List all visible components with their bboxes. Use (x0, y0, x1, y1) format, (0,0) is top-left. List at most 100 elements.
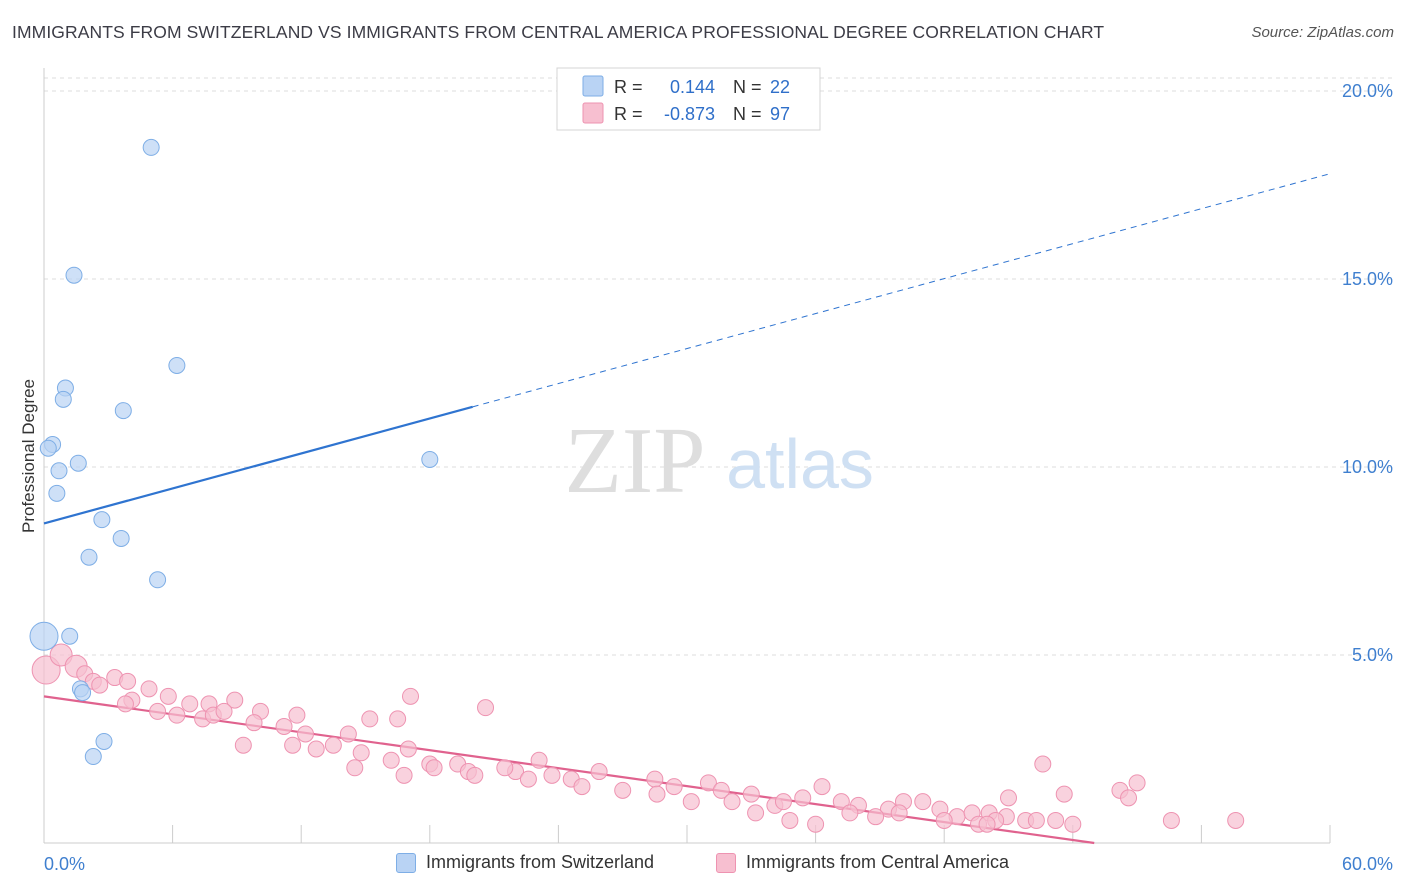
point-central-america-19 (215, 702, 233, 720)
point-central-america-48 (543, 766, 561, 784)
point-central-america-60 (774, 793, 792, 811)
point-switzerland-21 (84, 748, 102, 766)
y-tick-label-15: 15.0% (1342, 269, 1393, 289)
point-central-america-46 (496, 759, 514, 777)
legend-swatch-pink (716, 852, 736, 873)
grid-lines (44, 77, 1394, 656)
point-central-america-58 (723, 793, 741, 811)
watermark-atlas: atlas (726, 425, 874, 503)
data-points (29, 138, 1245, 833)
point-central-america-83 (1120, 789, 1138, 807)
point-central-america-45 (530, 751, 548, 769)
point-central-america-31 (339, 725, 357, 743)
legend-swatch-blue (396, 852, 416, 873)
y-tick-label-20: 20.0% (1342, 81, 1393, 101)
point-central-america-78 (1055, 785, 1073, 803)
point-central-america-51 (573, 778, 591, 796)
legend-label-switzerland: Immigrants from Switzerland (426, 852, 655, 872)
point-central-america-77 (1000, 789, 1017, 807)
legend-item-central-america: Immigrants from Central America (716, 852, 1009, 873)
trend-line-switzerland-extension (472, 173, 1331, 408)
chart-title: IMMIGRANTS FROM SWITZERLAND VS IMMIGRANT… (12, 22, 1105, 42)
point-central-america-94 (682, 793, 700, 811)
point-central-america-54 (665, 778, 683, 796)
trend-line-switzerland (43, 405, 473, 525)
point-central-america-7 (119, 672, 137, 690)
point-central-america-92 (781, 811, 799, 829)
point-central-america-35 (399, 740, 417, 758)
point-central-america-29 (307, 740, 325, 758)
legend-n-value-central-america: 97 (770, 104, 790, 124)
point-central-america-34 (389, 710, 407, 728)
point-central-america-11 (159, 687, 177, 705)
legend-label-central-america: Immigrants from Central America (746, 852, 1010, 872)
legend-r-value-central-america: -0.873 (664, 104, 715, 124)
point-central-america-47 (519, 770, 537, 788)
point-central-america-85 (841, 804, 859, 822)
point-central-america-84 (1034, 755, 1052, 773)
point-central-america-16 (168, 706, 186, 724)
legend-r-label-switzerland: R = (614, 77, 643, 97)
point-central-america-52 (614, 781, 632, 799)
x-tick-label-min: 0.0% (44, 854, 85, 874)
point-central-america-32 (361, 710, 379, 728)
point-switzerland-17 (61, 627, 79, 645)
legend-bottom: Immigrants from Switzerland Immigrants f… (0, 852, 1406, 880)
y-tick-label-5: 5.0% (1352, 645, 1393, 665)
point-switzerland-7 (39, 439, 57, 457)
point-switzerland-8 (69, 454, 87, 472)
point-switzerland-12 (93, 511, 111, 529)
point-central-america-13 (181, 695, 199, 713)
legend-top: R = 0.144 N = 22 R = -0.873 N = 97 (556, 67, 821, 131)
point-central-america-87 (890, 804, 908, 822)
point-central-america-53 (646, 770, 664, 788)
point-central-america-91 (807, 815, 825, 833)
point-switzerland-15 (149, 571, 167, 589)
point-central-america-33 (352, 744, 370, 762)
legend-n-label-switzerland: N = (733, 77, 762, 97)
tick-labels: 5.0% 10.0% 15.0% 20.0% 0.0% 60.0% (44, 81, 1393, 874)
point-central-america-37 (346, 759, 364, 777)
point-switzerland-1 (65, 266, 83, 284)
legend-r-value-switzerland: 0.144 (670, 77, 715, 97)
point-switzerland-5 (114, 402, 132, 420)
legend-item-switzerland: Immigrants from Switzerland (396, 852, 654, 873)
point-central-america-21 (288, 706, 306, 724)
point-central-america-82 (1227, 811, 1245, 829)
y-tick-label-10: 10.0% (1342, 457, 1393, 477)
legend-n-label-central-america: N = (733, 104, 762, 124)
legend-r-label-central-america: R = (614, 104, 643, 124)
y-axis-label: Professional Degree (19, 379, 38, 533)
legend-swatch-switzerland (582, 75, 604, 97)
point-central-america-74 (1027, 811, 1045, 829)
point-switzerland-9 (421, 450, 439, 468)
point-switzerland-10 (50, 462, 68, 480)
point-central-america-28 (296, 725, 314, 743)
point-switzerland-19 (74, 684, 92, 702)
point-central-america-62 (813, 778, 831, 796)
point-central-america-36 (382, 751, 400, 769)
point-central-america-55 (699, 774, 717, 792)
point-central-america-9 (140, 680, 158, 698)
point-switzerland-0 (142, 138, 160, 156)
point-central-america-96 (978, 815, 996, 833)
point-central-america-38 (395, 766, 413, 784)
point-central-america-24 (234, 736, 252, 754)
point-central-america-76 (1064, 815, 1082, 833)
point-central-america-27 (284, 736, 302, 754)
point-central-america-56 (712, 781, 730, 799)
point-central-america-50 (590, 763, 608, 781)
point-central-america-10 (116, 695, 134, 713)
point-central-america-43 (466, 766, 484, 784)
x-tick-label-max: 60.0% (1342, 854, 1393, 874)
point-switzerland-13 (112, 529, 130, 547)
legend-swatch-central-america (582, 102, 604, 124)
point-switzerland-4 (54, 390, 72, 408)
watermark-zip: ZIP (565, 409, 706, 513)
point-switzerland-11 (48, 484, 66, 502)
point-switzerland-20 (95, 732, 113, 750)
point-central-america-40 (425, 759, 443, 777)
point-central-america-15 (226, 691, 244, 709)
source-credit: Source: ZipAtlas.com (1251, 24, 1394, 41)
